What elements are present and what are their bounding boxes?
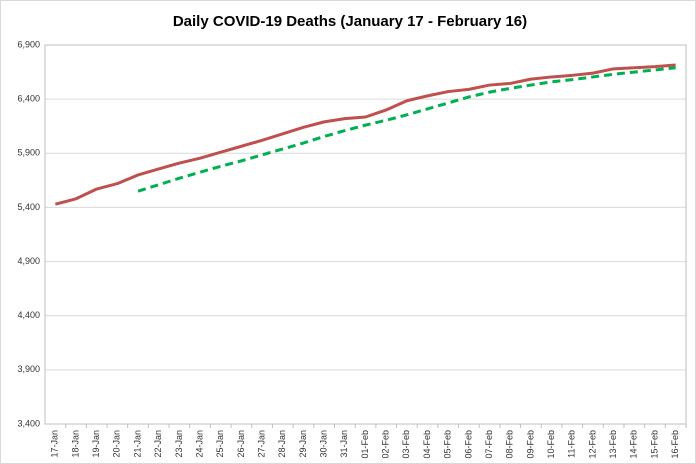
series-line bbox=[54, 63, 676, 206]
y-tick-label: 5,400 bbox=[17, 202, 40, 212]
x-tick-label: 07-Feb bbox=[484, 430, 494, 459]
x-tick-label: 21-Jan bbox=[132, 430, 142, 458]
y-tick-label: 4,400 bbox=[17, 310, 40, 320]
y-tick-label: 6,900 bbox=[17, 39, 40, 49]
x-tick-label: 11-Feb bbox=[567, 430, 577, 458]
y-tick-label: 3,900 bbox=[17, 364, 40, 374]
x-tick-label: 03-Feb bbox=[401, 430, 411, 459]
x-tick-label: 14-Feb bbox=[629, 430, 639, 459]
x-tick-label: 12-Feb bbox=[587, 430, 597, 459]
x-tick-label: 24-Jan bbox=[194, 430, 204, 458]
x-tick-label: 30-Jan bbox=[319, 430, 329, 458]
y-tick-label: 3,400 bbox=[17, 418, 40, 428]
x-tick-label: 31-Jan bbox=[339, 430, 349, 458]
x-tick-label: 29-Jan bbox=[298, 430, 308, 458]
x-tick-label: 06-Feb bbox=[463, 430, 473, 459]
x-tick-label: 26-Jan bbox=[236, 430, 246, 458]
x-tick-label: 15-Feb bbox=[649, 430, 659, 459]
x-tick-label: 27-Jan bbox=[256, 430, 266, 458]
y-tick-label: 4,900 bbox=[17, 256, 40, 266]
plot-frame bbox=[44, 44, 687, 425]
y-tick-label: 6,400 bbox=[17, 94, 40, 104]
x-tick-label: 28-Jan bbox=[277, 430, 287, 458]
x-tick-label: 05-Feb bbox=[443, 430, 453, 459]
x-tick-label: 09-Feb bbox=[525, 430, 535, 459]
x-tick-label: 08-Feb bbox=[505, 430, 515, 459]
series-line bbox=[137, 66, 676, 193]
x-tick-label: 10-Feb bbox=[546, 430, 556, 459]
x-tick-label: 16-Feb bbox=[670, 430, 680, 459]
x-tick-label: 04-Feb bbox=[422, 430, 432, 459]
x-tick-label: 18-Jan bbox=[70, 430, 80, 458]
y-tick-label: 5,900 bbox=[17, 148, 40, 158]
x-tick-label: 02-Feb bbox=[381, 430, 391, 459]
x-tick-label: 17-Jan bbox=[50, 430, 60, 458]
x-tick-label: 19-Jan bbox=[91, 430, 101, 458]
x-tick-label: 13-Feb bbox=[608, 430, 618, 459]
chart-title: Daily COVID-19 Deaths (January 17 - Febr… bbox=[173, 13, 527, 30]
x-tick-label: 01-Feb bbox=[360, 430, 370, 459]
x-tick-label: 25-Jan bbox=[215, 430, 225, 458]
x-tick-label: 20-Jan bbox=[112, 430, 122, 458]
x-tick-label: 23-Jan bbox=[174, 430, 184, 458]
x-tick-label: 22-Jan bbox=[153, 430, 163, 458]
